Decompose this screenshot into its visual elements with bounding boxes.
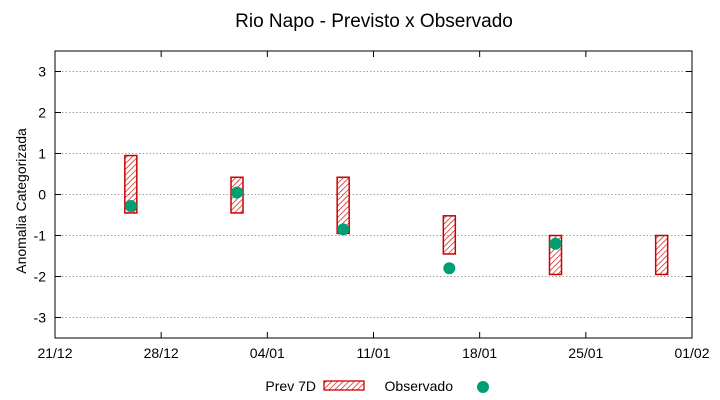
- x-tick-label: 01/02: [674, 345, 709, 361]
- y-axis-label: Anomalia Categorizada: [13, 128, 29, 274]
- y-tick-label: -1: [34, 228, 47, 244]
- y-tick-label: 3: [38, 64, 46, 80]
- legend-swatch-prev-7d: [323, 380, 365, 391]
- y-tick-label: -2: [34, 269, 47, 285]
- forecast-range-box: [442, 215, 457, 255]
- y-tick-label: 1: [38, 146, 46, 162]
- legend: Prev 7D Observado: [265, 378, 489, 394]
- legend-label-observado: Observado: [385, 378, 454, 394]
- observed-point: [231, 186, 243, 199]
- x-tick-label: 18/01: [462, 345, 497, 361]
- y-tick-label: -3: [34, 310, 47, 326]
- observed-point: [549, 237, 562, 250]
- y-tick-label: 0: [38, 187, 46, 203]
- grid: [55, 71, 692, 318]
- plot-marks: [124, 154, 669, 276]
- forecast-range-box: [654, 234, 669, 276]
- x-tick-label: 25/01: [568, 345, 603, 361]
- y-axis-ticks: -3 -2 -1 0 1 2 3: [34, 64, 692, 326]
- x-axis-ticks: 21/12 28/12 04/01 11/01 18/01 25/01 01/02: [37, 51, 710, 361]
- observed-point: [124, 199, 137, 212]
- legend-marker-observado: [477, 381, 489, 393]
- forecast-range-box: [124, 154, 138, 214]
- x-tick-label: 04/01: [250, 345, 285, 361]
- y-tick-label: 2: [38, 105, 46, 121]
- observed-point: [443, 262, 456, 275]
- observed-point: [337, 223, 350, 236]
- x-tick-label: 11/01: [357, 345, 391, 361]
- chart-title: Rio Napo - Previsto x Observado: [235, 11, 513, 32]
- legend-label-prev-7d: Prev 7D: [265, 378, 316, 394]
- x-tick-label: 21/12: [37, 345, 72, 361]
- x-tick-label: 28/12: [144, 345, 179, 361]
